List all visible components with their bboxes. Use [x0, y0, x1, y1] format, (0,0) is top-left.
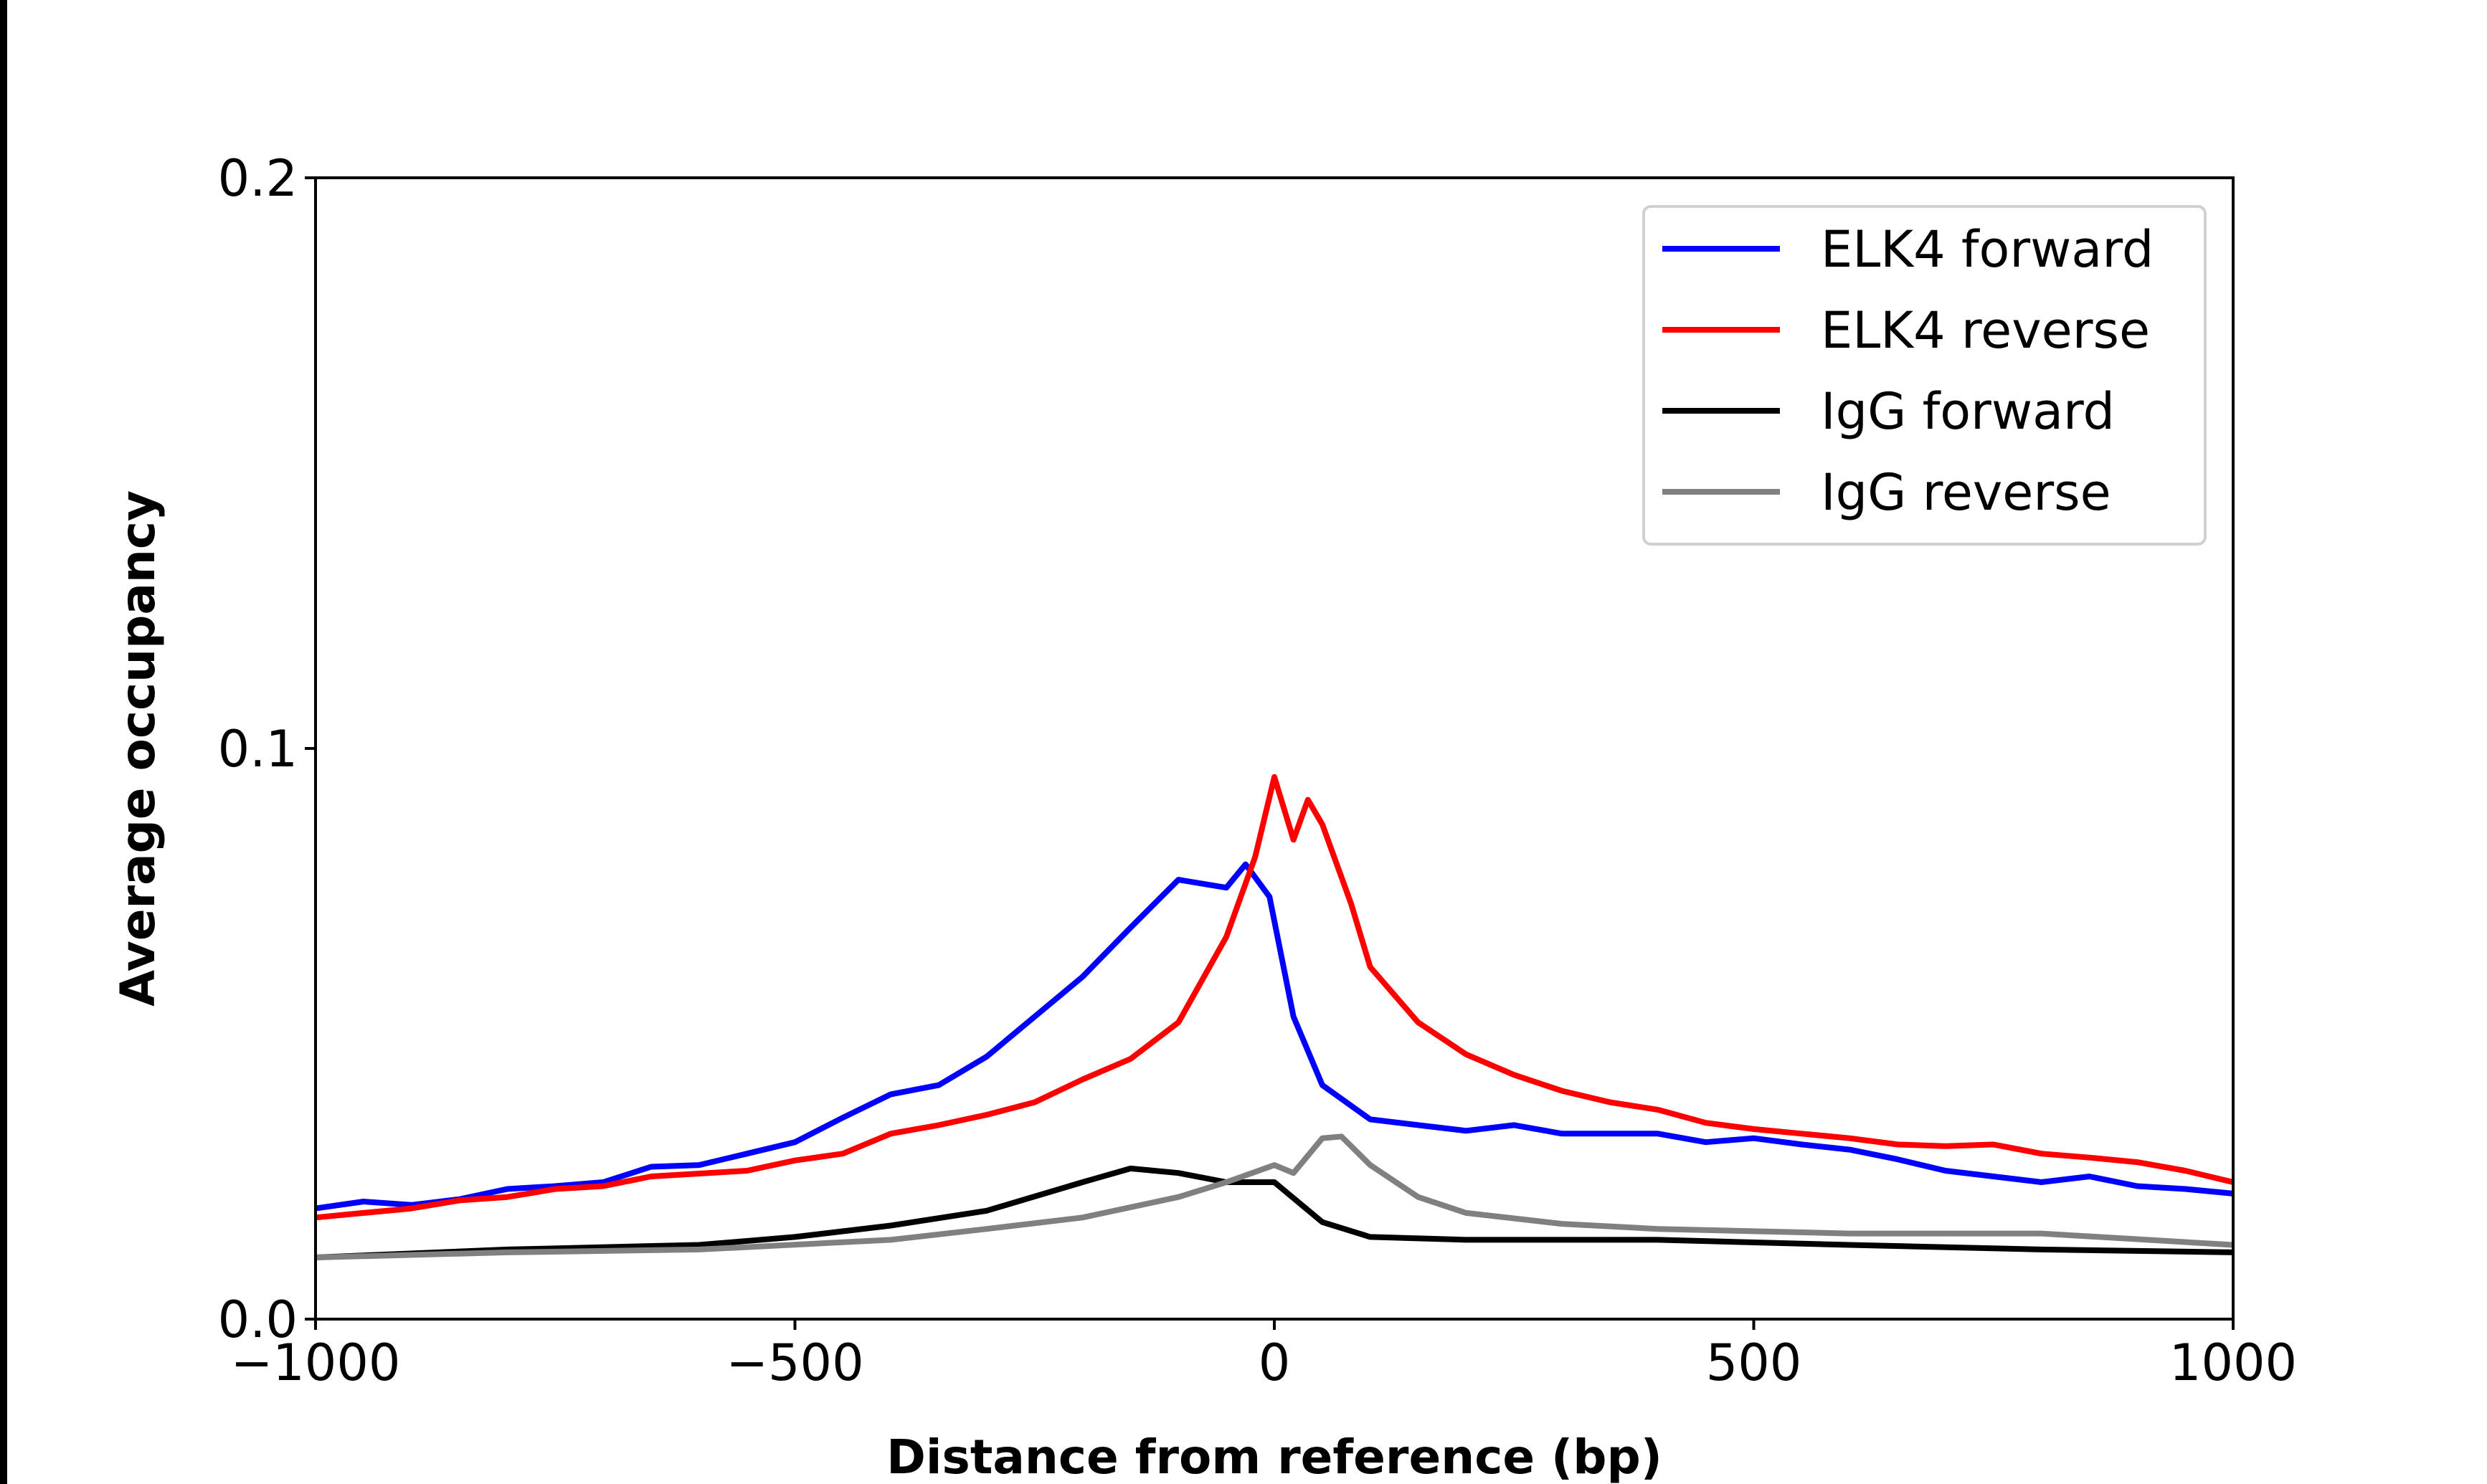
series-line-igg-reverse: [315, 1133, 2234, 1260]
legend-label: ELK4 forward: [1821, 220, 2154, 279]
series-layer: [315, 774, 2234, 1260]
axis-ticks: −1000 −500 0 500 1000 0.0 0.1 0.2: [218, 149, 2297, 1392]
y-tick-label: 0.1: [218, 720, 298, 779]
legend-box: [1642, 205, 2207, 546]
legend-label: ELK4 reverse: [1821, 301, 2150, 360]
legend-label: IgG reverse: [1821, 463, 2111, 522]
y-tick-label: 0.2: [218, 149, 298, 208]
x-tick-label: −500: [726, 1333, 863, 1392]
series-line-elk4-reverse: [315, 774, 2234, 1221]
x-tick-label: −1000: [231, 1333, 401, 1392]
x-tick-label: 500: [1706, 1333, 1802, 1392]
series-line-igg-forward: [315, 1165, 2234, 1260]
y-axis-label: Average occupancy: [110, 490, 166, 1007]
legend: ELK4 forward ELK4 reverse IgG forward IgG r…: [1642, 205, 2207, 546]
x-tick-label: 0: [1259, 1333, 1291, 1392]
x-axis-label: Distance from reference (bp): [886, 1430, 1662, 1484]
legend-label: IgG forward: [1821, 382, 2115, 441]
y-tick-label: 0.0: [218, 1290, 298, 1349]
x-tick-label: 1000: [2169, 1333, 2297, 1392]
series-line-elk4-forward: [315, 861, 2234, 1212]
